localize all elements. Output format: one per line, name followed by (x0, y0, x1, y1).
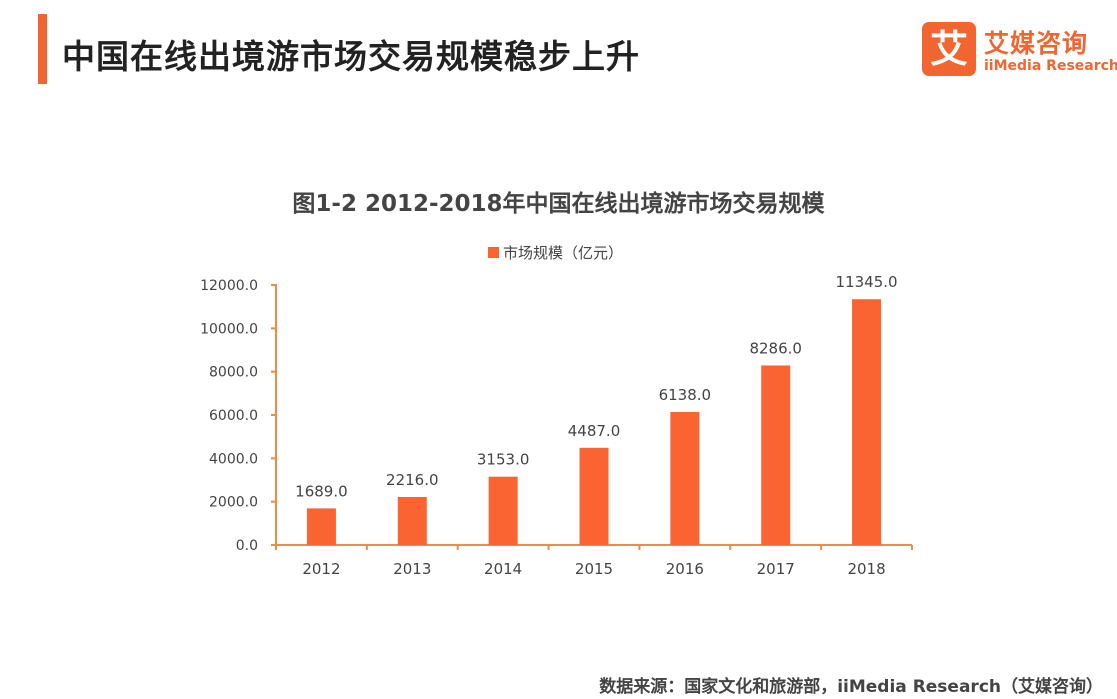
brand-logo: 艾 艾媒咨询 iiMedia Research (922, 22, 1117, 78)
bar-2017 (761, 365, 791, 545)
data-label-2012: 1689.0 (295, 482, 348, 500)
x-tick-label-2012: 2012 (302, 560, 340, 578)
bar-2014 (488, 476, 518, 545)
x-tick-label-2018: 2018 (847, 560, 885, 578)
data-label-2013: 2216.0 (386, 471, 439, 489)
chart-legend: 市场规模（亿元） (488, 242, 624, 262)
header-accent-bar (38, 14, 47, 84)
y-tick-label: 0.0 (236, 538, 258, 554)
bar-2013 (397, 496, 427, 545)
y-tick-label: 8000.0 (209, 365, 258, 381)
x-tick-label-2014: 2014 (484, 560, 522, 578)
legend-label: 市场规模（亿元） (503, 244, 624, 262)
data-source-note: 数据来源：国家文化和旅游部，iiMedia Research（艾媒咨询） (599, 677, 1103, 697)
x-tick-label-2017: 2017 (757, 560, 795, 578)
page-title: 中国在线出境游市场交易规模稳步上升 (62, 37, 640, 76)
x-tick-label-2016: 2016 (666, 560, 704, 578)
x-tick-label-2013: 2013 (393, 560, 431, 578)
y-tick-label: 12000.0 (200, 278, 258, 294)
data-label-2018: 11345.0 (836, 273, 898, 291)
data-label-2017: 8286.0 (749, 339, 802, 357)
data-label-2016: 6138.0 (659, 386, 712, 404)
x-tick-label-2015: 2015 (575, 560, 613, 578)
chart-title: 图1-2 2012-2018年中国在线出境游市场交易规模 (292, 191, 825, 217)
logo-name-cn: 艾媒咨询 (984, 29, 1089, 58)
y-tick-label: 4000.0 (209, 451, 258, 467)
logo-name-en: iiMedia Research (984, 58, 1117, 74)
y-tick-label: 10000.0 (200, 321, 258, 337)
data-label-2015: 4487.0 (568, 422, 621, 440)
logo-mark: 艾 (922, 22, 976, 76)
bar-2015 (579, 447, 609, 545)
bar-2018 (852, 299, 882, 545)
y-tick-label: 2000.0 (209, 495, 258, 511)
y-tick-label: 6000.0 (209, 408, 258, 424)
data-label-2014: 3153.0 (477, 451, 530, 469)
bar-2016 (670, 412, 700, 545)
bar-2012 (306, 508, 336, 545)
legend-swatch (488, 247, 499, 258)
